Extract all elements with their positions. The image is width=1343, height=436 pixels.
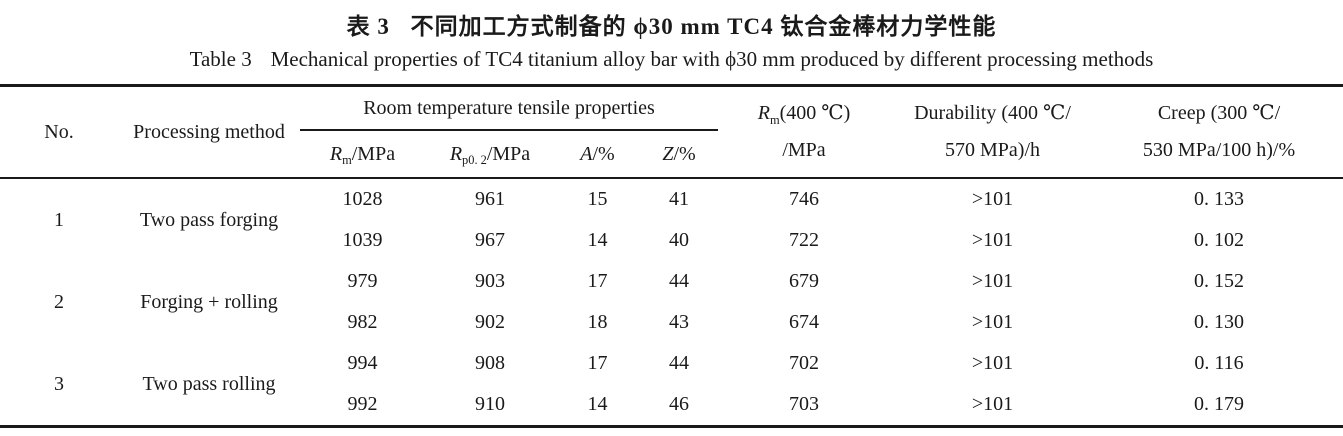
cell-processing-method: Two pass forging (139, 208, 279, 231)
table-row: 992 910 14 46 703 >101 0. 179 (0, 384, 1343, 427)
cell-creep: 0. 179 (1194, 393, 1245, 415)
cell-elongation: 18 (587, 311, 608, 333)
table-title-zh-text: 不同加工方式制备的 ϕ30 mm TC4 钛合金棒材力学性能 (410, 14, 997, 39)
rp02-subscript: p0. 2 (462, 153, 487, 168)
cell-rp02: 903 (475, 270, 505, 292)
col-header-no: No. (0, 85, 118, 179)
cell-elongation: 14 (587, 393, 608, 415)
col-header-rm: Rm/MPa (300, 130, 425, 179)
rm400-subscript: m (769, 112, 780, 127)
cell-durability: >101 (971, 393, 1014, 415)
rm-unit: /MPa (351, 142, 396, 165)
table-title-zh-label: 表 3 (346, 14, 390, 39)
durability-line1: Durability (400 ℃/ (914, 102, 1071, 124)
cell-processing-method: Two pass rolling (142, 372, 276, 395)
cell-rm-400: 674 (789, 311, 820, 333)
table-row: 1039 967 14 40 722 >101 0. 102 (0, 220, 1343, 261)
table-row: 982 902 18 43 674 >101 0. 130 (0, 302, 1343, 343)
reduction-unit: /% (673, 142, 696, 165)
cell-elongation: 15 (587, 188, 608, 210)
elongation-symbol: A (580, 142, 593, 165)
col-header-durability: Durability (400 ℃/ 570 MPa)/h (890, 85, 1096, 179)
cell-durability: >101 (971, 352, 1014, 374)
table-title-zh: 表 3 不同加工方式制备的 ϕ30 mm TC4 钛合金棒材力学性能 (0, 12, 1343, 42)
table-title-en-label: Table 3 (189, 47, 252, 71)
cell-elongation: 17 (587, 352, 608, 374)
cell-rp02: 910 (475, 393, 505, 415)
table-title-en: Table 3 Mechanical properties of TC4 tita… (0, 42, 1343, 76)
cell-rm-400: 679 (789, 270, 820, 292)
cell-rm-400: 746 (789, 188, 820, 210)
rm-subscript: m (342, 153, 352, 168)
creep-line1: Creep (300 ℃/ (1157, 102, 1281, 124)
cell-durability: >101 (971, 311, 1014, 333)
col-header-elongation: A/% (555, 130, 640, 179)
table-title-en-text: Mechanical properties of TC4 titanium al… (270, 47, 1154, 71)
cell-creep: 0. 152 (1194, 270, 1245, 292)
cell-creep: 0. 116 (1194, 352, 1244, 374)
durability-line2: 570 MPa)/h (945, 139, 1041, 161)
cell-creep: 0. 102 (1194, 229, 1245, 251)
table-row: 1 Two pass forging 1028 961 15 41 746 >1… (0, 178, 1343, 231)
table-row: 3 Two pass rolling 994 908 17 44 702 >10… (0, 343, 1343, 395)
col-group-room-temperature: Room temperature tensile properties (300, 85, 719, 131)
cell-no: 1 (54, 208, 64, 231)
cell-no: 2 (54, 290, 64, 313)
cell-rm-400: 702 (789, 352, 820, 374)
rp02-symbol: R (449, 142, 463, 165)
cell-rp02: 908 (475, 352, 505, 374)
cell-reduction: 44 (669, 270, 689, 292)
cell-durability: >101 (971, 270, 1014, 292)
rm400-condition: (400 ℃) (779, 102, 851, 124)
cell-rm: 994 (347, 352, 378, 374)
cell-rp02: 902 (475, 311, 505, 333)
col-header-rp02: Rp0. 2/MPa (425, 130, 555, 179)
cell-rm: 1028 (342, 188, 383, 210)
cell-creep: 0. 133 (1194, 188, 1245, 210)
rm-symbol: R (329, 142, 343, 165)
cell-elongation: 14 (587, 229, 608, 251)
col-header-rm-400: Rm(400 ℃) /MPa (718, 85, 891, 179)
col-header-processing-method: Processing method (118, 85, 300, 179)
cell-rp02: 961 (475, 188, 505, 210)
creep-line2: 530 MPa/100 h)/% (1142, 139, 1296, 161)
col-header-creep: Creep (300 ℃/ 530 MPa/100 h)/% (1095, 85, 1343, 179)
cell-durability: >101 (971, 188, 1014, 210)
cell-processing-method: Forging + rolling (140, 290, 278, 313)
cell-rp02: 967 (475, 229, 505, 251)
elongation-unit: /% (592, 142, 615, 165)
cell-reduction: 43 (669, 311, 689, 333)
table-captions: 表 3 不同加工方式制备的 ϕ30 mm TC4 钛合金棒材力学性能 Table … (0, 0, 1343, 76)
rm400-symbol: R (757, 102, 770, 124)
cell-rm: 982 (347, 311, 378, 333)
cell-creep: 0. 130 (1194, 311, 1245, 333)
cell-reduction: 44 (669, 352, 689, 374)
rm400-unit: /MPa (782, 139, 826, 161)
cell-rm-400: 703 (789, 393, 820, 415)
cell-durability: >101 (971, 229, 1014, 251)
cell-rm: 1039 (342, 229, 383, 251)
cell-reduction: 46 (669, 393, 689, 415)
cell-reduction: 41 (669, 188, 689, 210)
col-header-reduction: Z/% (640, 130, 719, 179)
table-row: 2 Forging + rolling 979 903 17 44 679 >1… (0, 261, 1343, 313)
cell-rm: 992 (347, 393, 378, 415)
cell-rm: 979 (347, 270, 378, 292)
mechanical-properties-table: No. Processing method Room temperature t… (0, 84, 1343, 428)
cell-elongation: 17 (587, 270, 608, 292)
rp02-unit: /MPa (486, 142, 531, 165)
reduction-symbol: Z (662, 142, 674, 165)
cell-reduction: 40 (669, 229, 689, 251)
cell-rm-400: 722 (789, 229, 820, 251)
cell-no: 3 (54, 372, 64, 395)
